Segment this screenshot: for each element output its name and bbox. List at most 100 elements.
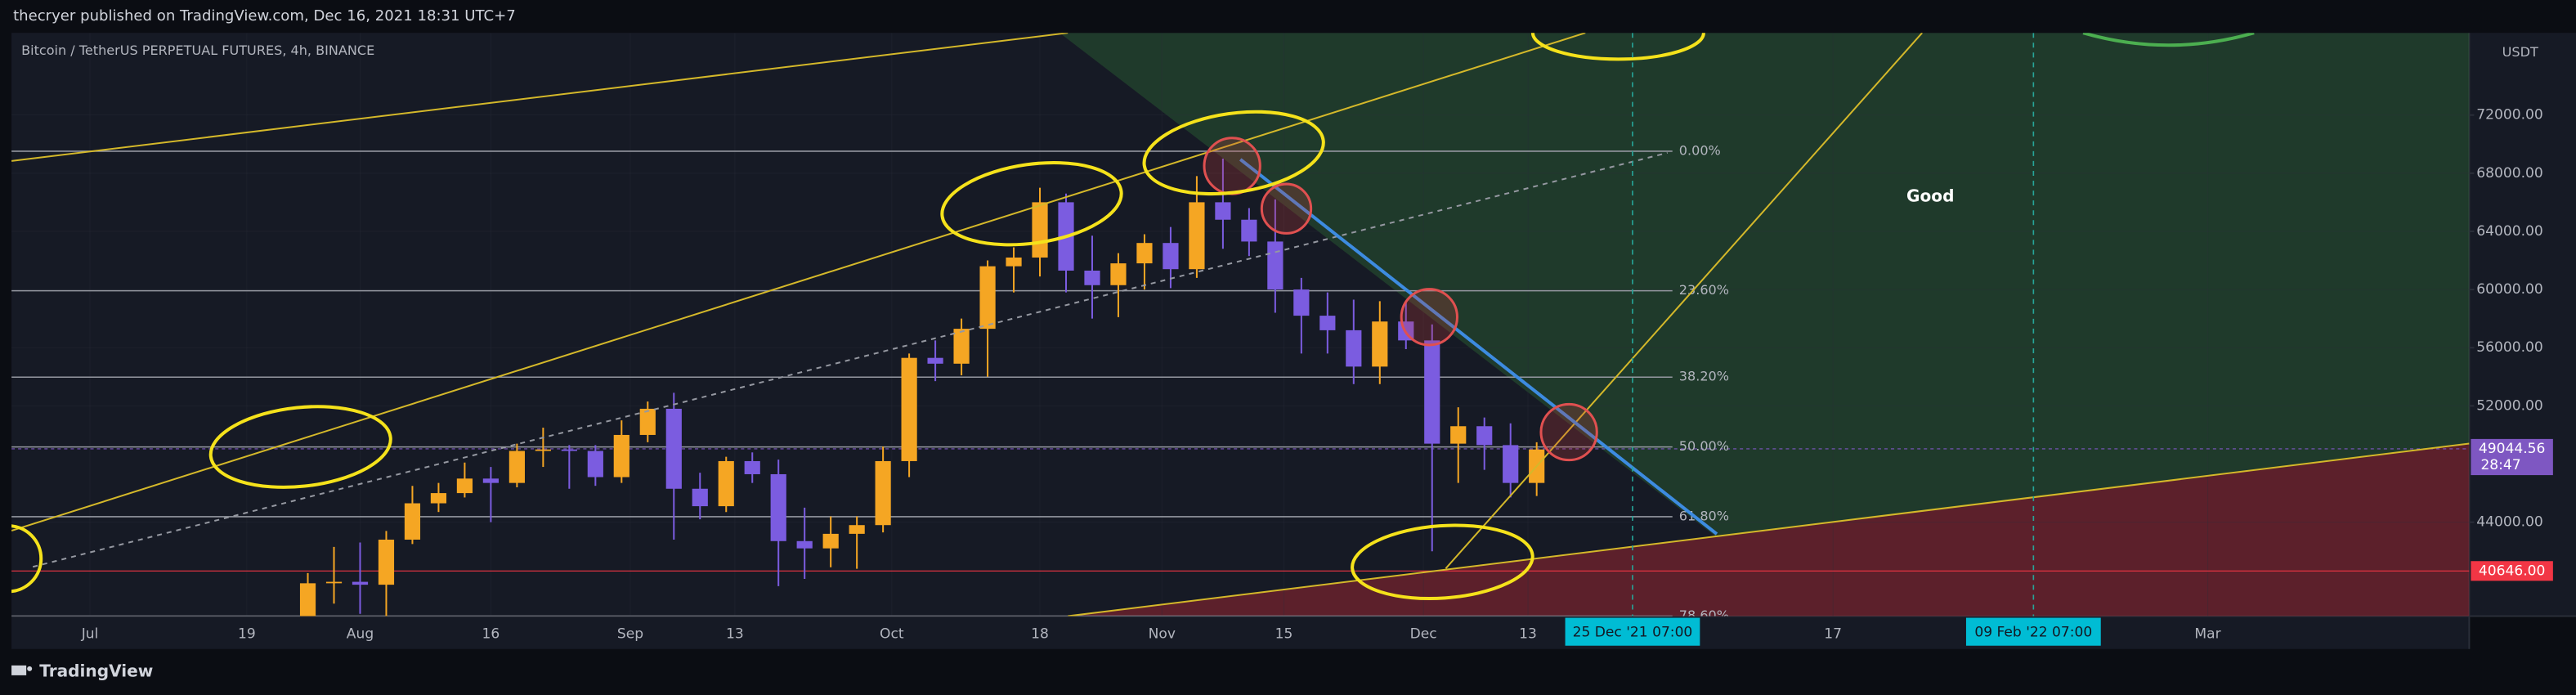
red-circle	[1203, 137, 1261, 195]
candle-body	[430, 493, 447, 504]
green-arc	[2082, 33, 2255, 47]
y-tick-label: 44000.00	[2476, 514, 2543, 531]
date-label: 25 Dec '21 07:00	[1573, 625, 1693, 641]
trend-line	[11, 33, 1586, 532]
drawings: 0.00%23.60%38.20%50.00%61.80%78.60% Good	[11, 33, 2470, 623]
x-tick-label: 18	[1031, 626, 1049, 643]
grid-layer	[11, 33, 2470, 617]
fib-label: 50.00%	[1679, 438, 1729, 454]
y-tick-label: 64000.00	[2476, 223, 2543, 240]
x-tick-label: Oct	[880, 626, 904, 643]
candle-body	[665, 408, 682, 489]
y-tick-label: 60000.00	[2476, 281, 2543, 298]
yellow-ellipse	[940, 160, 1123, 247]
fib-label: 78.60%	[1679, 608, 1729, 623]
fib-label: 23.60%	[1679, 282, 1729, 298]
x-tick-label: 16	[482, 626, 500, 643]
yellow-ellipse	[11, 524, 43, 594]
price-timer: 28:47	[2480, 457, 2520, 473]
candle-body	[849, 525, 865, 534]
candle-body	[639, 408, 656, 435]
red-circle	[1539, 402, 1598, 462]
candle-body	[508, 451, 525, 483]
x-tick-label: Sep	[617, 626, 643, 643]
candle-body	[482, 478, 499, 483]
trend-line	[1445, 33, 1923, 569]
candle-body	[561, 449, 577, 451]
trend-line	[1068, 442, 2470, 617]
price-label: 49044.56	[2479, 441, 2546, 457]
candle-body	[1110, 263, 1127, 285]
x-tick-label: 19	[238, 626, 256, 643]
price-label: 40646.00	[2479, 563, 2546, 579]
x-tick-label: 17	[1824, 626, 1842, 643]
candle-body	[404, 503, 421, 540]
candle-body	[378, 539, 395, 585]
candle-body	[456, 478, 473, 494]
candle-body	[1215, 202, 1231, 220]
candle-body	[953, 329, 970, 364]
x-tick-label: 13	[1519, 626, 1537, 643]
candle-body	[718, 460, 734, 507]
red-circle	[1400, 288, 1458, 347]
yellow-ellipse	[1530, 33, 1705, 61]
fib-label: 38.20%	[1679, 369, 1729, 384]
annotation: Good	[1906, 186, 1954, 206]
unit-label: USDT	[2502, 44, 2538, 60]
candle-body	[744, 460, 760, 474]
candle-body	[1346, 330, 1362, 367]
candle-body	[613, 434, 629, 478]
candle-layer	[299, 159, 1545, 617]
candle-body	[1319, 316, 1336, 330]
candle-body	[1267, 241, 1284, 290]
candle-body	[770, 473, 786, 541]
candle-body	[1450, 426, 1467, 444]
price-label-box	[2471, 438, 2553, 476]
header-text: thecryer published on TradingView.com, D…	[13, 7, 516, 25]
candle-body	[796, 540, 813, 549]
logo-mark	[11, 665, 27, 675]
fib-layer: 0.00%23.60%38.20%50.00%61.80%78.60%	[11, 142, 1729, 623]
candle-body	[352, 581, 369, 585]
green-zone	[1060, 33, 2470, 538]
plot-area	[11, 33, 2470, 617]
x-tick-label: Mar	[2194, 626, 2221, 643]
candle-body	[875, 460, 891, 526]
y-tick-label: 56000.00	[2476, 339, 2543, 356]
x-tick-label: 13	[726, 626, 744, 643]
candle-body	[692, 488, 708, 507]
candle-body	[1032, 202, 1048, 258]
trend-line	[11, 33, 1068, 162]
chart-title: Bitcoin / TetherUS PERPETUAL FUTURES, 4h…	[21, 43, 374, 58]
x-tick-label: Jul	[81, 626, 99, 643]
blue-line	[1239, 158, 1718, 536]
yellow-ellipse	[208, 405, 392, 489]
yellow-ellipse	[1142, 110, 1325, 196]
axis-layer: 44000.00 52000.00 56000.00 60000.00 64000.00…	[81, 107, 2553, 646]
candle-body	[587, 451, 603, 478]
candle-body	[325, 581, 343, 584]
red-circle	[1260, 182, 1313, 235]
date-label: 09 Feb '22 07:00	[1974, 625, 2092, 641]
candle-body	[1424, 340, 1440, 444]
x-tick-label: 15	[1275, 626, 1293, 643]
candle-body	[535, 449, 551, 451]
x-tick-label: Aug	[347, 626, 374, 643]
y-tick-label: 52000.00	[2476, 397, 2543, 414]
x-tick-label: Dec	[1410, 626, 1437, 643]
candle-body	[979, 266, 996, 330]
price-label-box	[2471, 561, 2553, 581]
date-label-box	[1565, 617, 1700, 646]
candle-body	[1163, 243, 1179, 270]
candle-body	[1084, 270, 1100, 285]
x-tick-label: Nov	[1149, 626, 1176, 643]
candle-body	[1006, 257, 1022, 267]
candle-body	[1503, 445, 1519, 483]
fib-label: 0.00%	[1679, 142, 1721, 158]
candle-body	[299, 583, 316, 617]
y-tick-label: 72000.00	[2476, 107, 2543, 123]
candle-body	[901, 357, 917, 461]
vline-layer	[1632, 33, 2035, 617]
candle-body	[1372, 321, 1388, 367]
